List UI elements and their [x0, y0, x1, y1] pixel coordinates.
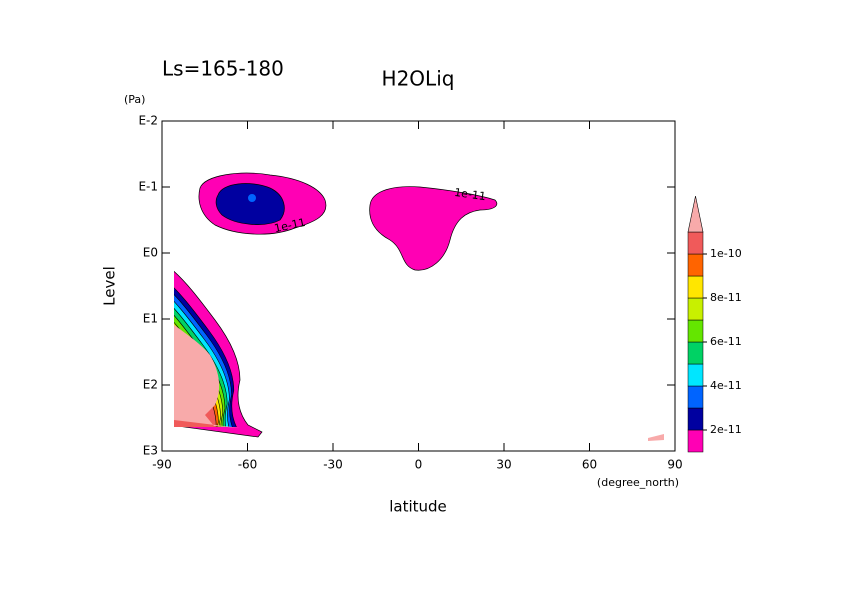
colorbar-segment — [687, 231, 704, 255]
y-tick-label: E0 — [143, 246, 158, 260]
y-tick-label: E-2 — [138, 114, 158, 128]
x-tick-label: 60 — [582, 458, 597, 472]
colorbar-segment — [687, 341, 704, 365]
colorbar-label: 1e-10 — [710, 247, 742, 260]
colorbar-label: 6e-11 — [710, 335, 742, 348]
y-axis-label: Level — [101, 266, 119, 306]
contour-region — [248, 194, 256, 202]
colorbar-extension — [687, 195, 704, 233]
contour-region — [648, 434, 664, 441]
contour-region — [174, 324, 240, 428]
x-axis-label: latitude — [389, 498, 447, 516]
colorbar-label: 2e-11 — [710, 423, 742, 436]
x-unit: (degree_north) — [597, 476, 679, 489]
colorbar-segment — [687, 385, 704, 409]
colorbar-label: 4e-11 — [710, 379, 742, 392]
contour-label: 1e-11 — [453, 186, 486, 203]
colorbar-segment — [687, 253, 704, 277]
chart-title: H2OLiq — [382, 67, 455, 91]
y-unit: (Pa) — [124, 93, 145, 106]
y-tick-label: E3 — [143, 444, 158, 458]
colorbar-segment — [687, 297, 704, 321]
x-tick-label: -30 — [323, 458, 343, 472]
colorbar-segment — [687, 407, 704, 431]
colorbar-segment — [687, 363, 704, 387]
colorbar-label: 8e-11 — [710, 291, 742, 304]
contour-region — [215, 183, 285, 225]
x-tick-label: 0 — [415, 458, 423, 472]
y-tick-label: E2 — [143, 378, 158, 392]
contour-region — [369, 186, 498, 271]
colorbar-segment — [687, 429, 704, 453]
x-tick-label: -60 — [238, 458, 258, 472]
contour-label: 1e-11 — [273, 216, 307, 235]
y-tick-label: E1 — [143, 312, 158, 326]
x-tick-label: 90 — [667, 458, 682, 472]
plot-frame — [161, 120, 676, 452]
contour-fills — [174, 172, 664, 441]
x-tick-label: -90 — [152, 458, 172, 472]
x-tick-label: 30 — [496, 458, 511, 472]
subtitle: Ls=165-180 — [162, 57, 284, 81]
colorbar-segment — [687, 275, 704, 299]
colorbar-segment — [687, 319, 704, 343]
y-tick-label: E-1 — [138, 180, 158, 194]
